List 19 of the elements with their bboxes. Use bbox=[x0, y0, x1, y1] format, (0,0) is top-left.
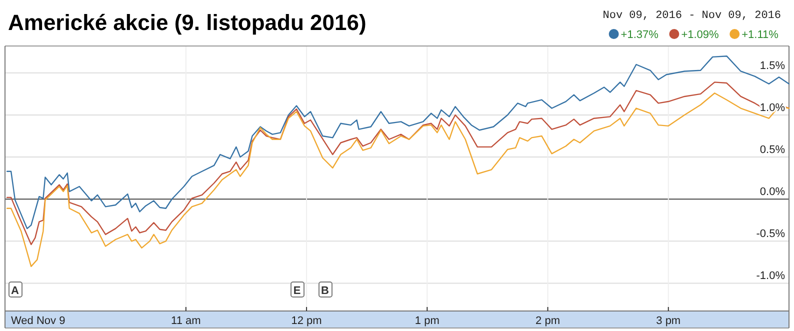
y-tick-label: 1.5% bbox=[760, 60, 786, 72]
annotation: B bbox=[321, 285, 330, 297]
legend-label: +1.11% bbox=[742, 29, 779, 41]
chart-title: Americké akcie (9. listopadu 2016) bbox=[8, 10, 366, 35]
y-tick-label: -1.0% bbox=[756, 270, 786, 282]
y-tick-label: 0.5% bbox=[760, 144, 786, 156]
x-tick-label: 1 pm bbox=[414, 315, 440, 327]
text: Wed Nov 9 bbox=[11, 315, 66, 327]
annotation: E bbox=[293, 285, 301, 297]
x-tick-label: 12 pm bbox=[291, 315, 322, 327]
y-tick-label: -0.5% bbox=[756, 228, 786, 240]
x-tick-label: 3 pm bbox=[656, 315, 681, 327]
x-tick-label: 2 pm bbox=[536, 315, 560, 327]
x-tick-label: 11 am bbox=[171, 315, 201, 327]
legend-label: +1.37% bbox=[620, 29, 659, 41]
y-tick-label: 0.0% bbox=[760, 186, 786, 198]
annotation: A bbox=[11, 285, 20, 297]
legend-label: +1.09% bbox=[681, 29, 720, 41]
chart-subtitle: Nov 09, 2016 - Nov 09, 2016 bbox=[602, 10, 781, 22]
